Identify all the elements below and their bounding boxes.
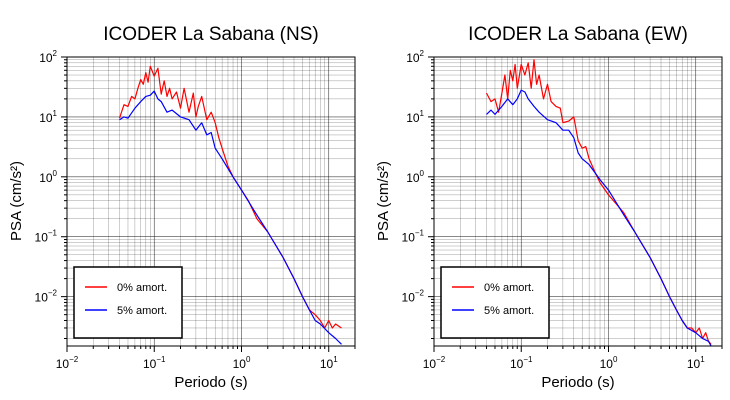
chart-ns: ICODER La Sabana (NS) 10−2 10−1 100 10110−2…	[8, 24, 356, 391]
x-tick-label: 101	[320, 355, 338, 371]
x-tick-label: 100	[233, 355, 251, 371]
tick-labels: 10−2 10−1 100 101 10−2 10−1 100 101 102	[402, 49, 706, 371]
legend-label-0: 0% amort.	[117, 282, 167, 294]
legend-label-0: 0% amort.	[484, 282, 534, 294]
series-group	[485, 59, 712, 347]
series-line-1	[119, 90, 342, 345]
x-axis-label: Periodo (s)	[174, 374, 247, 391]
legend-label-1: 5% amort.	[117, 305, 167, 317]
y-axis-label: PSA (cm/s²)	[375, 161, 392, 241]
tick-labels: 10−2 10−1 100 101 10−2 10−1 100 101 102	[35, 49, 339, 371]
y-tick-label: 10−2	[35, 289, 58, 305]
y-tick-label: 10−2	[402, 289, 425, 305]
legend-label-1: 5% amort.	[484, 305, 534, 317]
legend: 0% amort. 5% amort.	[73, 266, 183, 339]
plot-frame	[433, 56, 723, 347]
series-group	[118, 65, 342, 345]
x-tick-label: 10−1	[143, 355, 166, 371]
y-tick-label: 100	[406, 169, 424, 185]
y-tick-label: 101	[39, 109, 57, 125]
plot-frame	[66, 56, 356, 347]
y-axis-label: PSA (cm/s²)	[8, 161, 25, 241]
x-tick-label: 10−1	[510, 355, 533, 371]
y-tick-label: 101	[406, 109, 424, 125]
y-tick-label: 102	[39, 49, 57, 65]
chart-title: ICODER La Sabana (EW)	[468, 24, 688, 45]
x-tick-label: 101	[687, 355, 705, 371]
x-tick-label: 100	[600, 355, 618, 371]
x-tick-label: 10−2	[423, 355, 446, 371]
y-tick-label: 10−1	[35, 229, 58, 245]
x-tick-label: 10−2	[56, 355, 79, 371]
legend-box	[73, 266, 183, 339]
y-tick-label: 10−1	[402, 229, 425, 245]
x-axis-label: Periodo (s)	[541, 374, 614, 391]
legend-box	[440, 266, 550, 339]
y-tick-label: 100	[39, 169, 57, 185]
chart-ew: ICODER La Sabana (EW) 10−2 10−1 100 10110−2…	[375, 24, 723, 391]
y-tick-label: 102	[406, 49, 424, 65]
chart-title: ICODER La Sabana (NS)	[103, 24, 318, 45]
series-line-1	[486, 89, 712, 347]
legend: 0% amort. 5% amort.	[440, 266, 550, 339]
